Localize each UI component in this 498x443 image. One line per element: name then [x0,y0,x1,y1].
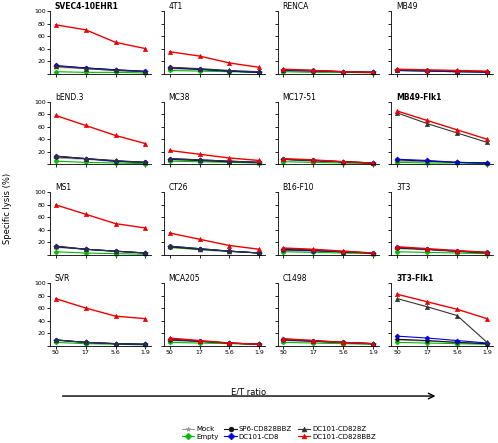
Text: SVEC4-10EHR1: SVEC4-10EHR1 [55,2,119,11]
Text: 4T1: 4T1 [169,2,183,11]
Text: E/T ratio: E/T ratio [232,388,266,396]
Legend: Mock, Empty, SP6-CD828BBZ, DC101-CD8, DC101-CD828Z, DC101-CD828BBZ: Mock, Empty, SP6-CD828BBZ, DC101-CD8, DC… [182,426,376,439]
Text: C1498: C1498 [282,274,307,283]
Text: bEND.3: bEND.3 [55,93,83,101]
Text: MC38: MC38 [169,93,190,101]
Text: 3T3-Flk1: 3T3-Flk1 [396,274,434,283]
Text: B16-F10: B16-F10 [282,183,314,192]
Text: MS1: MS1 [55,183,71,192]
Text: MCA205: MCA205 [169,274,200,283]
Text: Specific lysis (%): Specific lysis (%) [3,173,12,244]
Text: RENCA: RENCA [282,2,309,11]
Text: MB49: MB49 [396,2,418,11]
Text: 3T3: 3T3 [396,183,411,192]
Text: SVR: SVR [55,274,70,283]
Text: MB49-Flk1: MB49-Flk1 [396,93,442,101]
Text: MC17-51: MC17-51 [282,93,316,101]
Text: CT26: CT26 [169,183,188,192]
